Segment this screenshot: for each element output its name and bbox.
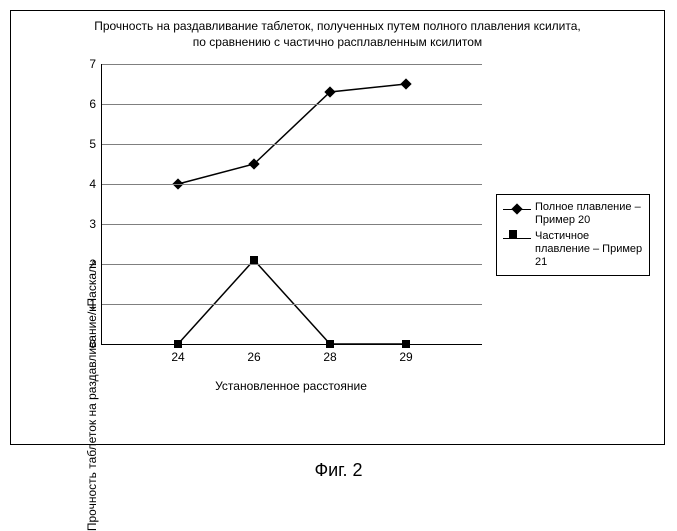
y-tick-label: 0 (89, 337, 96, 351)
y-tick-label: 5 (89, 137, 96, 151)
gridline (102, 64, 482, 65)
legend-swatch (503, 232, 531, 244)
y-tick-label: 3 (89, 217, 96, 231)
x-axis-label: Установленное расстояние (101, 379, 481, 393)
legend-label: Полное плавление – Пример 20 (535, 201, 643, 227)
plot-region: 0123456724262829 (101, 64, 482, 345)
figure-caption: Фиг. 2 (10, 460, 667, 481)
y-tick-label: 2 (89, 257, 96, 271)
chart-frame: Прочность на раздавливание таблеток, пол… (10, 10, 665, 445)
square-marker-icon (326, 340, 334, 348)
gridline (102, 264, 482, 265)
square-marker-icon (250, 256, 258, 264)
square-marker-icon (402, 340, 410, 348)
legend-swatch (503, 203, 531, 215)
y-tick-label: 4 (89, 177, 96, 191)
y-tick-label: 7 (89, 57, 96, 71)
legend-item: Частичное плавление – Пример 21 (503, 230, 643, 270)
x-tick-label: 26 (247, 350, 260, 364)
gridline (102, 144, 482, 145)
chart-area: Прочность таблеток на раздавливание/кПас… (71, 64, 651, 374)
chart-title: Прочность на раздавливание таблеток, пол… (11, 11, 664, 54)
gridline (102, 184, 482, 185)
legend: Полное плавление – Пример 20 Частичное п… (496, 194, 650, 276)
gridline (102, 304, 482, 305)
x-tick-label: 24 (171, 350, 184, 364)
legend-label: Частичное плавление – Пример 21 (535, 230, 643, 270)
y-tick-label: 6 (89, 97, 96, 111)
y-tick-label: 1 (89, 297, 96, 311)
series-line (178, 84, 406, 184)
x-tick-label: 28 (323, 350, 336, 364)
x-tick-label: 29 (399, 350, 412, 364)
plot-svg (102, 64, 482, 344)
gridline (102, 104, 482, 105)
series-line (178, 260, 406, 344)
gridline (102, 224, 482, 225)
square-marker-icon (174, 340, 182, 348)
legend-item: Полное плавление – Пример 20 (503, 201, 643, 227)
diamond-marker-icon (400, 79, 411, 90)
